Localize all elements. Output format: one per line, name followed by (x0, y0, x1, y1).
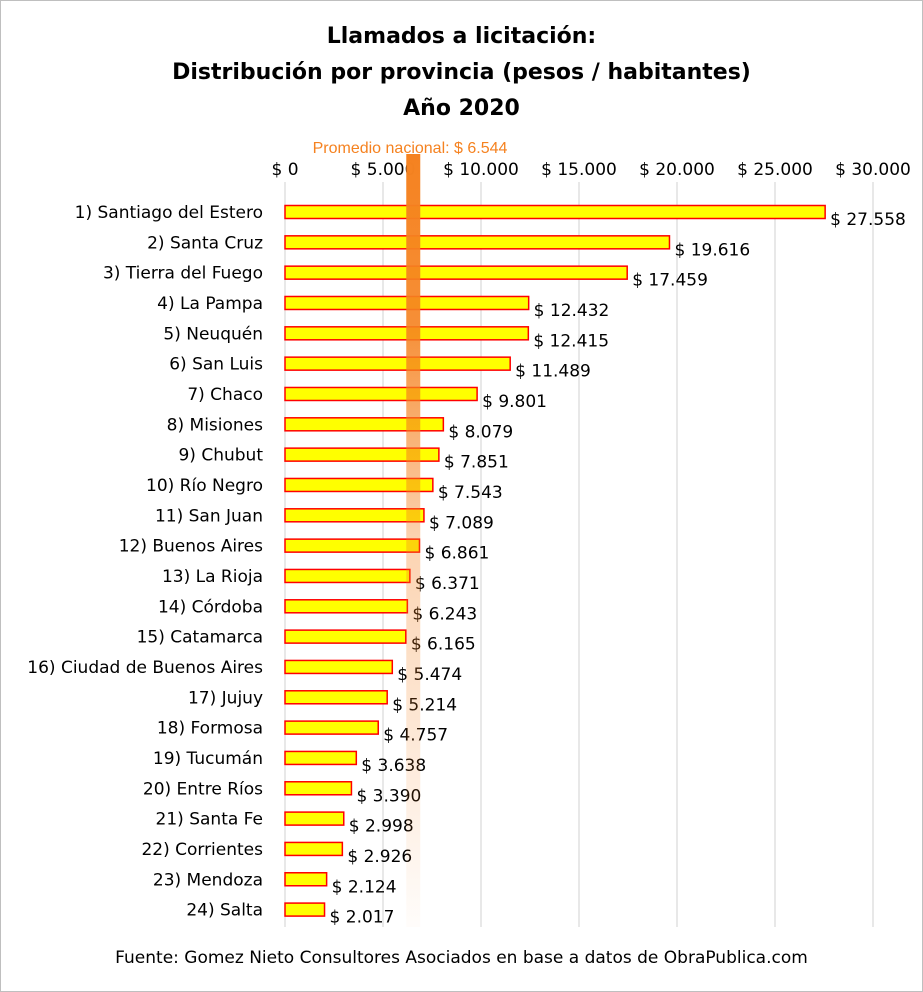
bar (284, 386, 478, 402)
category-label: 6) San Luis (169, 355, 263, 375)
data-label: $ 6.165 (411, 635, 476, 655)
data-label: $ 7.851 (444, 453, 509, 473)
category-label: 14) Córdoba (158, 597, 263, 617)
chart-title-line-3: Año 2020 (403, 96, 520, 121)
bar (284, 690, 388, 705)
category-label: 4) La Pampa (157, 294, 263, 314)
x-tick-label: $ 0 (271, 160, 298, 180)
bar (284, 235, 671, 250)
data-label: $ 2.017 (330, 908, 395, 928)
chart-title-line-2: Distribución por provincia (pesos / habi… (172, 60, 751, 85)
x-tick-label: $ 15.000 (541, 160, 617, 180)
data-label: $ 6.861 (424, 544, 489, 564)
bar (284, 872, 328, 887)
category-label: 7) Chaco (187, 385, 263, 405)
average-reference-band (406, 154, 421, 927)
bar (284, 659, 394, 675)
category-label: 9) Chubut (178, 446, 263, 466)
bar (284, 417, 445, 432)
category-label: 21) Santa Fe (156, 810, 263, 830)
category-label: 11) San Juan (155, 506, 263, 526)
bar (284, 811, 345, 826)
bar (284, 477, 434, 493)
data-label: $ 6.243 (412, 604, 477, 624)
data-label: $ 12.415 (533, 331, 609, 351)
bar (284, 599, 409, 614)
data-label: $ 8.079 (448, 422, 513, 442)
bar (284, 902, 326, 917)
data-label: $ 6.371 (415, 574, 480, 594)
category-label: 2) Santa Cruz (147, 233, 263, 253)
data-label: $ 5.214 (392, 695, 457, 715)
bar (284, 447, 440, 462)
bar (284, 204, 826, 220)
data-label: $ 3.390 (356, 786, 421, 806)
bar (284, 508, 425, 523)
data-label: $ 19.616 (674, 240, 750, 260)
category-label: 24) Salta (186, 901, 263, 921)
category-label: 5) Neuquén (163, 324, 263, 344)
data-label: $ 7.543 (438, 483, 503, 503)
category-label: 19) Tucumán (153, 749, 263, 769)
x-tick-label: $ 25.000 (737, 160, 813, 180)
category-label: 8) Misiones (167, 415, 263, 435)
x-tick-label: $ 10.000 (443, 160, 519, 180)
average-reference-label: Promedio nacional: $ 6.544 (313, 140, 508, 157)
bar (284, 841, 344, 857)
data-label: $ 2.926 (347, 847, 412, 867)
category-label: 12) Buenos Aires (119, 537, 263, 557)
data-label: $ 27.558 (830, 210, 906, 230)
bar (284, 538, 421, 553)
x-tick-label: $ 20.000 (639, 160, 715, 180)
bar (284, 629, 407, 644)
category-label: 23) Mendoza (153, 870, 263, 890)
category-label: 16) Ciudad de Buenos Aires (27, 658, 263, 678)
data-label: $ 7.089 (429, 513, 494, 533)
bar (284, 720, 379, 735)
bar (284, 750, 358, 766)
category-label: 22) Corrientes (141, 840, 263, 860)
category-label: 3) Tierra del Fuego (103, 264, 263, 284)
category-label: 17) Jujuy (188, 688, 263, 708)
source-note: Fuente: Gomez Nieto Consultores Asociado… (115, 948, 808, 968)
category-label: 15) Catamarca (137, 628, 263, 648)
data-label: $ 12.432 (534, 301, 610, 321)
bar (284, 265, 628, 280)
x-tick-label: $ 5.000 (351, 160, 416, 180)
bar (284, 568, 411, 584)
category-label: 18) Formosa (157, 719, 263, 739)
x-tick-label: $ 30.000 (835, 160, 911, 180)
category-label: 1) Santiago del Estero (75, 203, 263, 223)
data-label: $ 2.998 (349, 817, 414, 837)
data-label: $ 17.459 (632, 271, 708, 291)
category-label: 10) Río Negro (146, 476, 263, 496)
data-label: $ 9.801 (482, 392, 547, 412)
chart-title-line-1: Llamados a licitación: (326, 24, 597, 49)
category-label: 20) Entre Ríos (143, 779, 263, 799)
category-label: 13) La Rioja (162, 567, 263, 587)
bar (284, 356, 511, 371)
data-label: $ 11.489 (515, 362, 591, 382)
data-label: $ 2.124 (332, 877, 397, 897)
bar (284, 781, 353, 796)
